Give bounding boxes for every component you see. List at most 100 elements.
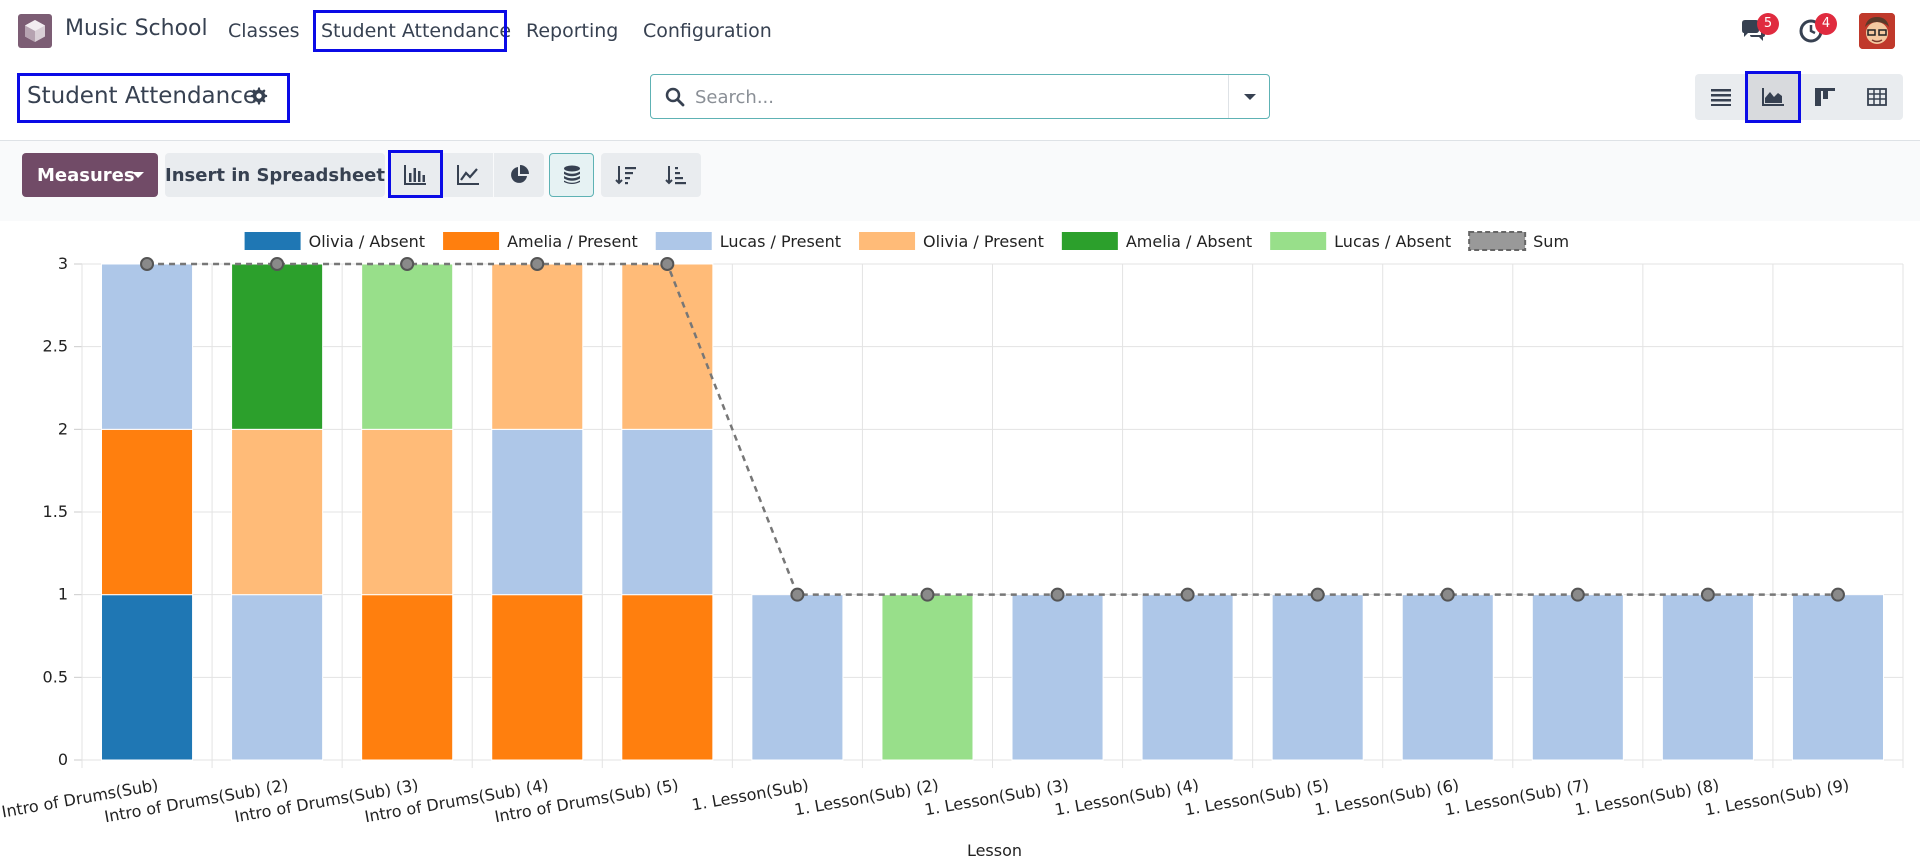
sort-descending-button[interactable] <box>601 153 651 197</box>
y-tick-label: 2 <box>58 419 68 438</box>
legend-label: Lucas / Present <box>720 232 841 251</box>
measures-label: Measures <box>37 164 135 186</box>
sort-ascending-icon <box>665 166 686 185</box>
measures-button[interactable]: Measures <box>22 153 158 197</box>
nav-item-classes[interactable]: Classes <box>228 20 300 42</box>
search-options-toggle[interactable] <box>1228 75 1269 118</box>
chart-bar <box>1271 594 1364 761</box>
chart-bar <box>621 428 714 596</box>
sum-point <box>270 257 285 271</box>
legend-label: Lucas / Absent <box>1334 232 1451 251</box>
sum-point <box>790 587 805 602</box>
pivot-view-icon <box>1867 88 1887 106</box>
search-icon <box>665 87 685 107</box>
chart-bar <box>491 263 584 430</box>
sum-point <box>660 257 675 271</box>
chart-bar <box>881 594 974 761</box>
chart-bar <box>101 263 194 430</box>
graph-view-icon <box>1762 88 1784 106</box>
legend-swatch <box>1061 232 1118 250</box>
list-view-button[interactable] <box>1695 74 1747 120</box>
sum-point <box>1310 587 1325 602</box>
chart-bar <box>621 263 714 430</box>
top-navbar: Music School Classes Student Attendance … <box>0 0 1920 62</box>
chart-bar <box>621 594 714 761</box>
user-avatar[interactable] <box>1859 13 1895 49</box>
chart-bar <box>361 263 454 430</box>
y-tick-label: 3 <box>58 254 68 273</box>
nav-item-student-attendance[interactable]: Student Attendance <box>321 20 512 42</box>
x-axis-title: Lesson <box>967 841 1022 860</box>
bar-chart-icon <box>404 165 426 185</box>
divider <box>0 140 1920 141</box>
x-tick-label: 1. Lesson(Sub) (8) <box>1573 775 1720 819</box>
sum-point <box>140 257 155 271</box>
stacked-icon <box>563 165 580 184</box>
legend-label: Olivia / Absent <box>309 232 425 251</box>
chart-bar <box>1531 594 1624 761</box>
nav-item-configuration[interactable]: Configuration <box>643 20 772 42</box>
y-tick-label: 1.5 <box>43 502 68 521</box>
pivot-view-button[interactable] <box>1851 74 1903 120</box>
chart-bar <box>361 428 454 596</box>
caret-down-icon <box>132 172 144 178</box>
pie-chart-icon <box>511 165 529 183</box>
app-name[interactable]: Music School <box>65 16 208 41</box>
legend-swatch <box>655 232 712 250</box>
chart-bar <box>1401 594 1494 761</box>
bar-chart-button[interactable] <box>390 153 440 197</box>
graph-chart: 0 0.5 1 1.5 2 2.5 3 Intro of Drums(Sub) Intro of… <box>0 222 1920 868</box>
y-tick-label: 0.5 <box>43 667 68 686</box>
x-tick-label: 1. Lesson(Sub) (9) <box>1703 775 1850 819</box>
y-tick-label: 0 <box>58 750 68 769</box>
legend-swatch <box>859 232 916 250</box>
y-tick-label: 2.5 <box>43 337 68 356</box>
sum-point <box>1570 587 1585 602</box>
title-highlight-box <box>17 73 290 123</box>
sum-point <box>530 257 545 271</box>
chart-bar <box>231 594 324 761</box>
x-tick-label: 1. Lesson(Sub) (7) <box>1443 775 1590 819</box>
gear-icon[interactable] <box>250 87 268 105</box>
sum-point <box>1050 587 1065 602</box>
legend-label: Sum <box>1533 232 1569 251</box>
line-chart-button[interactable] <box>443 153 493 197</box>
messages-badge: 5 <box>1757 13 1779 35</box>
search-input[interactable] <box>695 83 1195 111</box>
legend-label: Amelia / Absent <box>1126 232 1252 251</box>
chart-bar <box>1141 594 1234 761</box>
y-tick-label: 1 <box>58 585 68 604</box>
x-tick-label: 1. Lesson(Sub) (4) <box>1053 775 1200 819</box>
chart-bar <box>361 594 454 761</box>
line-chart-icon <box>457 165 479 185</box>
sort-ascending-button[interactable] <box>651 153 701 197</box>
kanban-view-icon <box>1815 88 1835 106</box>
legend-swatch <box>1270 232 1327 250</box>
nav-highlight-box <box>313 10 507 52</box>
chart-bar <box>491 594 584 761</box>
view-switcher <box>1695 74 1903 120</box>
chevron-down-icon <box>1244 94 1256 100</box>
legend-label: Amelia / Present <box>507 232 638 251</box>
bar-chart-highlight-box <box>388 150 443 198</box>
x-tick-label: 1. Lesson(Sub) (5) <box>1183 775 1330 819</box>
pie-chart-button[interactable] <box>494 153 544 197</box>
insert-spreadsheet-label: Insert in Spreadsheet <box>165 164 385 186</box>
page-title: Student Attendance <box>27 83 258 109</box>
chart-bar <box>1011 594 1104 761</box>
sum-point <box>1440 587 1455 602</box>
legend-swatch <box>443 232 500 250</box>
graph-view-highlight-box <box>1745 71 1801 123</box>
insert-spreadsheet-button[interactable]: Insert in Spreadsheet <box>165 153 385 197</box>
legend-swatch <box>1468 231 1527 251</box>
kanban-view-button[interactable] <box>1799 74 1851 120</box>
chart-bar <box>101 428 194 596</box>
chart-bar <box>1791 594 1884 761</box>
graph-view-button[interactable] <box>1747 74 1799 120</box>
nav-item-reporting[interactable]: Reporting <box>526 20 619 42</box>
app-logo-icon[interactable] <box>18 14 52 48</box>
stacked-toggle-button[interactable] <box>549 153 594 197</box>
x-tick-label: 1. Lesson(Sub) (2) <box>793 775 940 819</box>
sum-point <box>1830 587 1845 602</box>
